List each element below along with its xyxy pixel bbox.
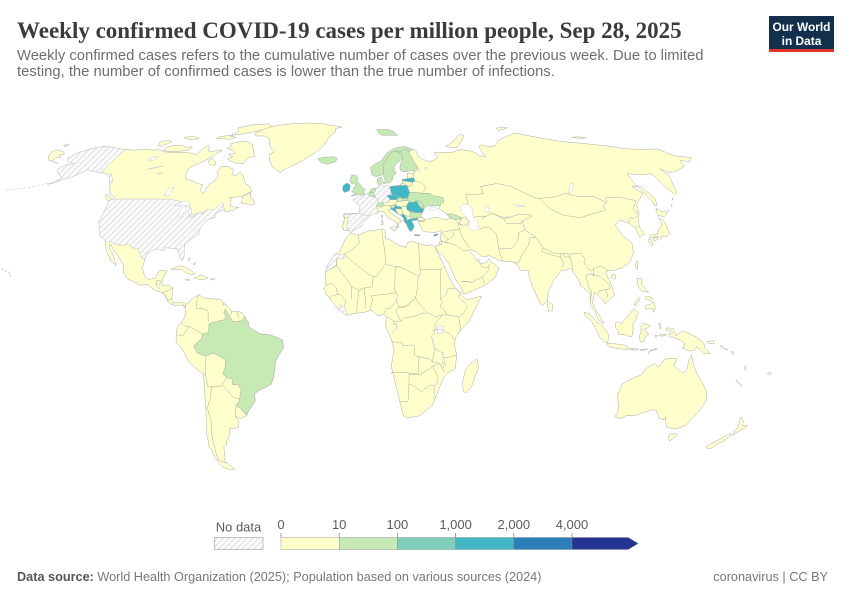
svg-text:10: 10 bbox=[332, 517, 346, 532]
svg-text:2,000: 2,000 bbox=[498, 517, 531, 532]
svg-text:1,000: 1,000 bbox=[439, 517, 472, 532]
svg-text:4,000: 4,000 bbox=[556, 517, 589, 532]
svg-text:No data: No data bbox=[216, 520, 262, 535]
svg-text:0: 0 bbox=[277, 517, 284, 532]
svg-text:100: 100 bbox=[387, 517, 409, 532]
